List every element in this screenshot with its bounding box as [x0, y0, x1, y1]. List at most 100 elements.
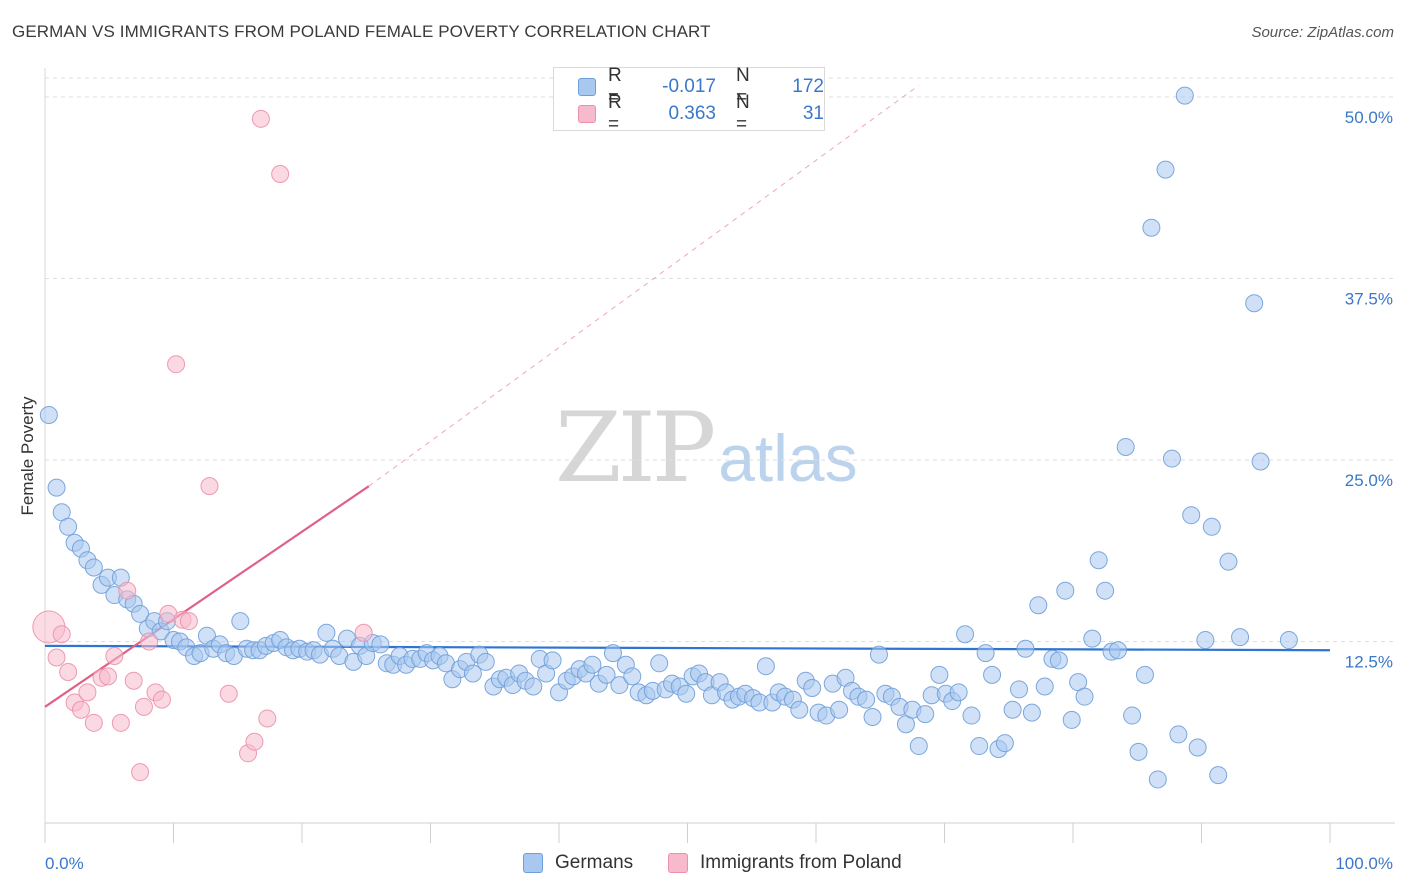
- legend-r-value: 0.363: [668, 103, 716, 124]
- point-poland: [271, 164, 290, 183]
- point-germans: [59, 517, 78, 536]
- legend-n-value: 172: [792, 76, 824, 97]
- point-germans: [1142, 218, 1161, 237]
- point-germans: [1148, 770, 1167, 789]
- point-germans: [1219, 552, 1238, 571]
- point-germans: [317, 623, 336, 642]
- point-germans: [976, 644, 995, 663]
- point-germans: [1075, 687, 1094, 706]
- point-germans: [463, 664, 482, 683]
- point-germans: [1049, 651, 1068, 670]
- point-germans: [1022, 703, 1041, 722]
- series-germans: [39, 86, 1298, 789]
- point-poland: [245, 732, 264, 751]
- legend-row-poland: R = 0.363 N = 31: [578, 92, 824, 135]
- point-poland: [258, 709, 277, 728]
- point-germans: [677, 684, 696, 703]
- x-tick-label: 0.0%: [45, 854, 84, 873]
- point-germans: [84, 558, 103, 577]
- point-poland: [167, 355, 186, 374]
- point-poland: [59, 663, 78, 681]
- point-germans: [610, 676, 629, 695]
- point-poland: [47, 648, 66, 667]
- point-germans: [970, 737, 989, 756]
- legend-swatch-poland: [578, 105, 596, 123]
- point-germans: [603, 644, 622, 663]
- point-poland: [111, 713, 130, 732]
- trend-line-poland-extension: [368, 85, 920, 487]
- y-tick-label: 50.0%: [1345, 108, 1393, 127]
- y-tick-label: 25.0%: [1345, 471, 1393, 490]
- point-germans: [930, 665, 949, 684]
- point-poland: [134, 697, 153, 716]
- point-germans: [1209, 766, 1228, 785]
- point-germans: [1202, 517, 1221, 536]
- point-poland: [124, 671, 143, 690]
- point-germans: [1129, 742, 1148, 761]
- legend-swatch-germans: [523, 853, 543, 873]
- watermark-atlas: atlas: [718, 421, 858, 495]
- point-germans: [1245, 294, 1264, 313]
- point-germans: [583, 655, 602, 674]
- axes: [44, 68, 1395, 843]
- point-germans: [1096, 581, 1115, 600]
- point-germans: [524, 677, 543, 696]
- point-germans: [1182, 506, 1201, 525]
- legend-item-germans[interactable]: Germans: [523, 852, 633, 874]
- point-germans: [1231, 628, 1250, 647]
- point-germans: [623, 667, 642, 686]
- point-poland: [84, 713, 103, 732]
- data-points: [32, 86, 1298, 789]
- point-germans: [1188, 738, 1207, 757]
- point-poland: [251, 109, 270, 128]
- point-germans: [756, 657, 775, 676]
- point-poland: [140, 632, 159, 651]
- point-germans: [1156, 160, 1175, 179]
- point-germans: [962, 706, 981, 725]
- point-germans: [543, 651, 562, 670]
- y-tick-label: 12.5%: [1345, 653, 1393, 672]
- point-poland: [200, 477, 219, 496]
- point-germans: [1169, 725, 1188, 744]
- correlation-legend: R = -0.017 N = 172 R = 0.363 N = 31: [553, 65, 825, 135]
- point-germans: [1251, 452, 1270, 471]
- point-germans: [1196, 631, 1215, 650]
- point-germans: [371, 635, 390, 654]
- point-germans: [1108, 641, 1127, 660]
- point-germans: [1135, 665, 1154, 684]
- point-germans: [830, 700, 849, 719]
- legend-item-poland[interactable]: Immigrants from Poland: [668, 852, 902, 874]
- point-poland: [105, 647, 124, 666]
- x-tick-label: 100.0%: [1335, 854, 1393, 873]
- point-germans: [1089, 551, 1108, 570]
- grid-lines: [45, 77, 1395, 643]
- point-germans: [476, 652, 495, 671]
- point-germans: [597, 665, 616, 684]
- point-poland: [179, 612, 198, 631]
- point-germans: [803, 678, 822, 697]
- legend-swatch-poland: [668, 853, 688, 873]
- point-germans: [857, 690, 876, 709]
- point-germans: [1162, 449, 1181, 468]
- series-legend: Germans Immigrants from Poland: [0, 852, 1406, 878]
- point-poland: [71, 700, 90, 719]
- point-germans: [790, 700, 809, 719]
- point-germans: [131, 604, 150, 623]
- point-germans: [949, 683, 968, 702]
- point-germans: [1029, 596, 1048, 615]
- legend-n-value: 31: [802, 103, 824, 124]
- point-germans: [995, 734, 1014, 753]
- point-germans: [1279, 631, 1298, 650]
- point-germans: [1116, 437, 1135, 456]
- legend-label-poland: Immigrants from Poland: [700, 852, 902, 873]
- point-germans: [916, 705, 935, 724]
- legend-r-label: R =: [608, 65, 622, 108]
- point-germans: [909, 737, 928, 756]
- legend-r-label: R =: [608, 92, 622, 135]
- point-poland: [131, 763, 150, 782]
- source-label: Source: ZipAtlas.com: [1251, 24, 1394, 41]
- point-germans: [39, 406, 58, 425]
- point-germans: [863, 708, 882, 727]
- series-poland: [32, 109, 373, 782]
